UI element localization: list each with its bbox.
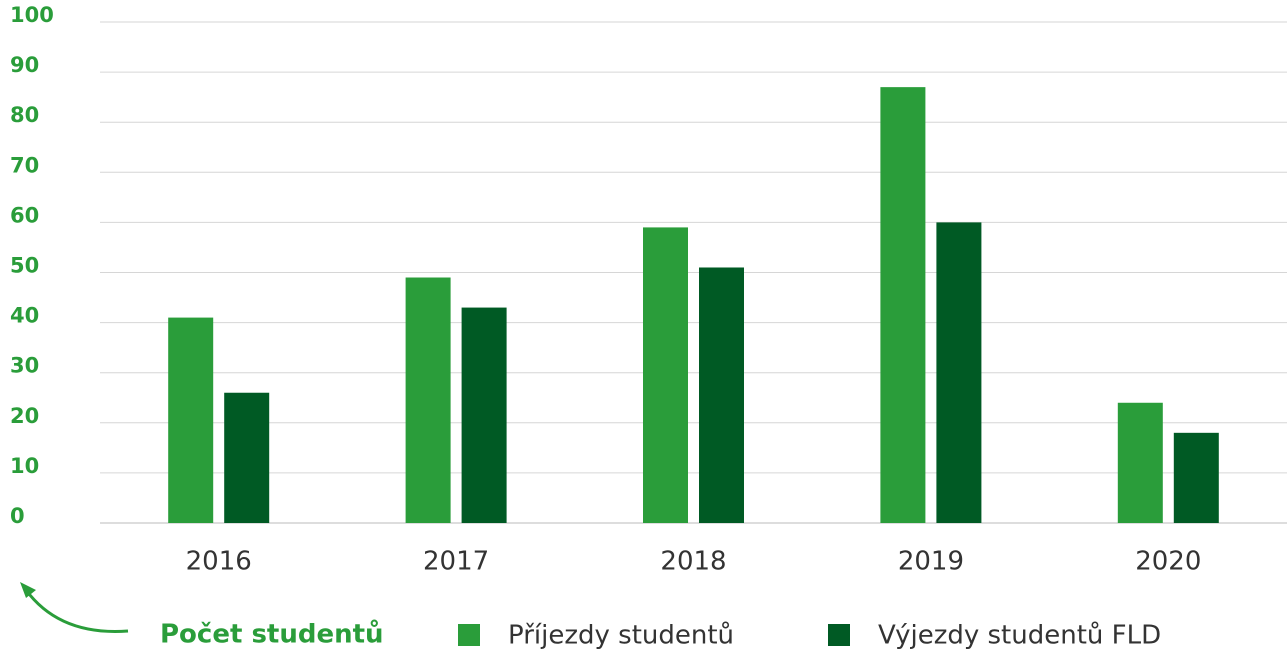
- axis-arrow: [24, 589, 129, 633]
- bar: [461, 307, 507, 523]
- y-tick-label: 80: [10, 103, 39, 127]
- y-tick-label: 0: [10, 504, 25, 528]
- y-tick-label: 70: [10, 153, 39, 177]
- legend-label: Výjezdy studentů FLD: [878, 621, 1161, 651]
- bar: [936, 222, 982, 523]
- legend-label: Příjezdy studentů: [508, 621, 734, 651]
- bar: [699, 267, 744, 523]
- bar: [880, 87, 926, 523]
- y-tick-label: 30: [10, 354, 39, 378]
- legend-swatch: [828, 624, 850, 646]
- x-tick-label: 2020: [1135, 547, 1201, 577]
- y-tick-label: 20: [10, 404, 39, 428]
- y-tick-label: 50: [10, 254, 39, 278]
- bar: [1117, 402, 1163, 523]
- bar: [1173, 432, 1219, 523]
- x-tick-label: 2018: [660, 547, 726, 577]
- x-tick-label: 2019: [898, 547, 964, 577]
- bar: [405, 277, 451, 523]
- x-tick-label: 2017: [423, 547, 489, 577]
- y-tick-label: 100: [10, 3, 54, 27]
- bar: [168, 317, 214, 523]
- x-tick-label: 2016: [186, 547, 252, 577]
- bar: [643, 227, 688, 523]
- axis-arrow-head: [20, 582, 36, 598]
- legend-swatch: [458, 624, 480, 646]
- y-tick-label: 90: [10, 53, 39, 77]
- y-tick-label: 40: [10, 304, 39, 328]
- y-tick-label: 10: [10, 454, 39, 478]
- y-axis-title: Počet studentů: [160, 619, 384, 650]
- bar: [224, 392, 270, 523]
- y-tick-label: 60: [10, 203, 39, 227]
